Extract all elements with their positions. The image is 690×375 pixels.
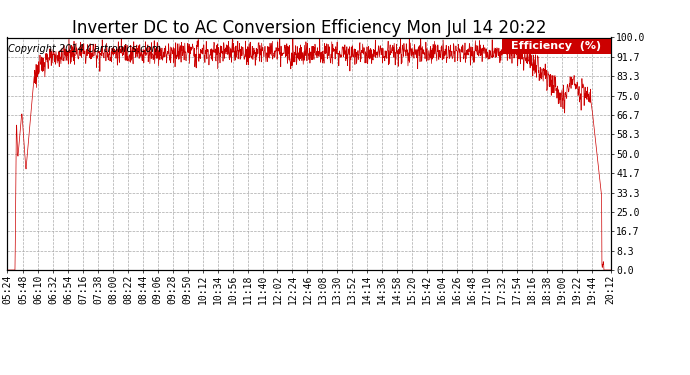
Title: Inverter DC to AC Conversion Efficiency Mon Jul 14 20:22: Inverter DC to AC Conversion Efficiency … bbox=[72, 20, 546, 38]
Text: Copyright 2014 Cartronics.com: Copyright 2014 Cartronics.com bbox=[8, 45, 161, 54]
